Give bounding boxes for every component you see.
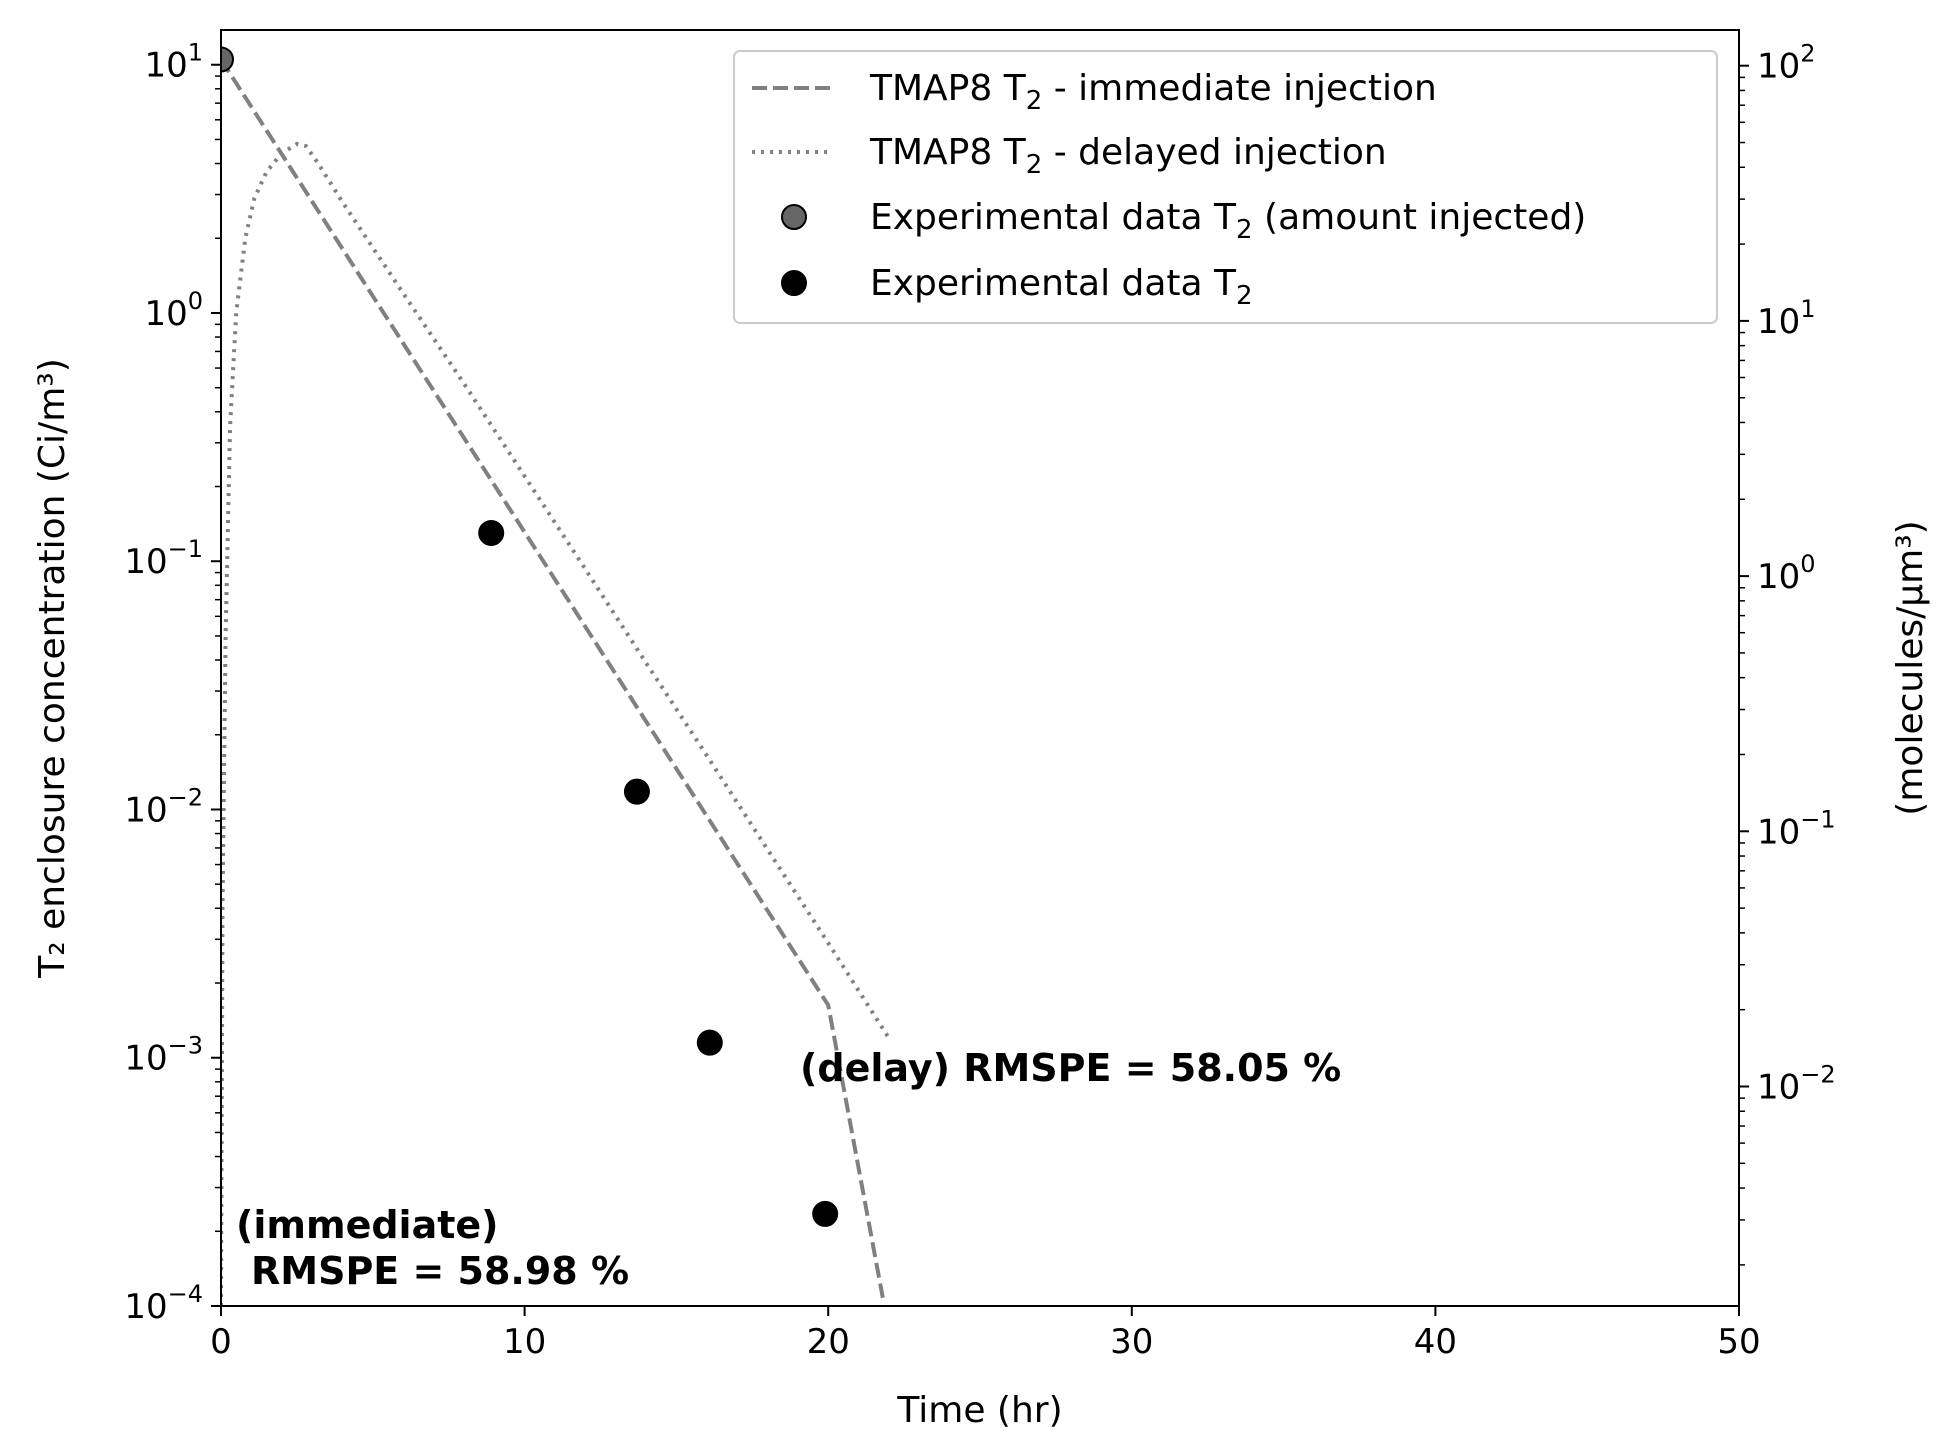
data-point-3-2 (696, 1029, 723, 1056)
legend-swatch-grey-dot (781, 204, 807, 230)
series-line-1 (221, 141, 891, 1306)
data-point-3-0 (478, 519, 505, 546)
legend: TMAP8 T2 - immediate injection TMAP8 T2 -… (733, 50, 1718, 324)
legend-label-0: TMAP8 T2 - immediate injection (869, 68, 1437, 116)
y-right-tick-label-3: 10−1 (1757, 805, 1836, 852)
immediate-annotation-line2: RMSPE = 58.98 % (251, 1249, 629, 1293)
x-tick-label-2: 20 (807, 1322, 850, 1362)
axes-layer: 0 10 20 30 40 50 101 100 10−1 10−2 10−3 10−4 102 101 1… (124, 29, 1836, 1362)
y-axis-label-text: T₂ enclosure concentration (Ci/m³) (32, 358, 73, 978)
y-right-tick-label-2: 100 (1757, 550, 1816, 597)
legend-swatch-black-dot (781, 270, 807, 296)
x-axis-label: Time (hr) (896, 1390, 1062, 1431)
legend-box (733, 50, 1718, 324)
legend-label-3: Experimental data T2 (870, 263, 1253, 311)
x-tick-label-0: 0 (210, 1322, 232, 1362)
immediate-annotation-line1: (immediate) (236, 1203, 499, 1247)
y-tick-label-0: 101 (144, 39, 203, 86)
y-right-tick-label-0: 102 (1757, 40, 1816, 87)
y-right-tick-label-4: 10−2 (1757, 1060, 1836, 1107)
legend-label-2: Experimental data T2 (amount injected) (870, 197, 1586, 245)
data-point-3-3 (812, 1200, 839, 1227)
legend-label-1: TMAP8 T2 - delayed injection (869, 132, 1387, 180)
y-tick-label-4: 10−3 (124, 1032, 203, 1079)
x-tick-label-5: 50 (1717, 1322, 1760, 1362)
data-point-2-0 (221, 46, 234, 73)
annotations: (delay) RMSPE = 58.05 % (immediate) RMSP… (236, 1046, 1341, 1293)
labels-layer: Time (hr) T₂ enclosure concentration (Ci… (32, 358, 1931, 1431)
series-layer (221, 46, 891, 1306)
x-tick-label-4: 40 (1414, 1322, 1457, 1362)
y-tick-label-1: 100 (144, 287, 203, 334)
y-right-tick-label-1: 101 (1757, 295, 1816, 342)
y-axis-label: T₂ enclosure concentration (Ci/m³) (32, 358, 73, 978)
y-axis-right-label: (molecules/μm³) (1890, 520, 1931, 815)
data-point-3-1 (623, 778, 650, 805)
y-tick-label-5: 10−4 (124, 1280, 203, 1327)
series-line-0 (221, 58, 885, 1299)
y-tick-label-3: 10−2 (124, 783, 203, 830)
delay-rmspe-annotation: (delay) RMSPE = 58.05 % (800, 1046, 1341, 1090)
x-tick-label-1: 10 (503, 1322, 546, 1362)
plot-frame (220, 29, 1740, 1307)
y-tick-label-2: 10−1 (124, 535, 203, 582)
x-tick-label-3: 30 (1110, 1322, 1153, 1362)
